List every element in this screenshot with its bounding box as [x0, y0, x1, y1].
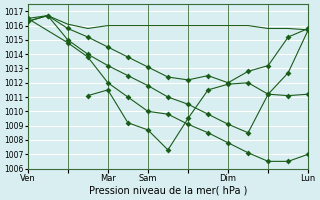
- X-axis label: Pression niveau de la mer( hPa ): Pression niveau de la mer( hPa ): [89, 186, 247, 196]
